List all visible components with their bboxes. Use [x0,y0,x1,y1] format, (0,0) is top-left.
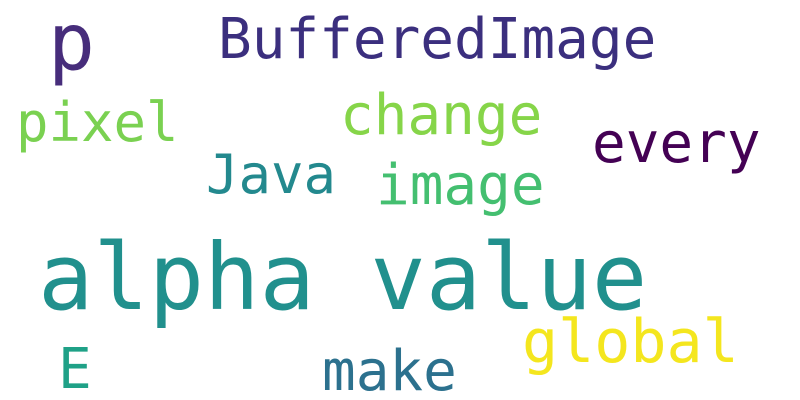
word-pixel: pixel [16,91,179,154]
word-global: global [522,307,739,377]
word-alpha-value: alpha value [38,224,648,331]
word-e: E [58,337,92,400]
word-p: p [48,0,95,88]
word-make: make [322,339,457,400]
word-image: image [376,153,545,218]
word-every: every [592,111,761,176]
word-bufferedimage: BufferedImage [218,7,657,72]
word-java: Java [206,143,337,206]
word-change: change [340,83,543,148]
